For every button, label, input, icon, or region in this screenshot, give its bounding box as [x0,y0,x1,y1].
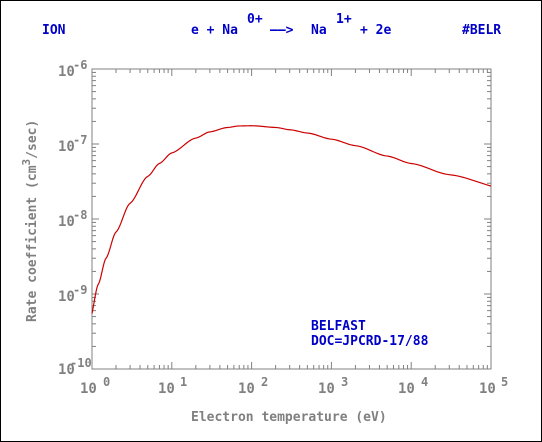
x-tick-label-1e2-base: 10 [238,381,255,397]
axis-ticks [91,68,492,370]
x-tick-label-1e2-exp: 2 [261,375,268,389]
series-line [91,125,492,314]
y-tick-label-1e-8-exp: -8 [73,208,87,222]
reaction-arrow: ——> [270,23,294,38]
y-tick-label-1e-6-exp: -6 [73,58,87,72]
y-tick-labels: 10 -6 10 -7 10 -8 10 -9 10 -10 [58,58,92,378]
y-tick-label-1e-10-exp: -10 [70,356,92,370]
header-ion-label: ION [42,23,66,38]
y-axis-title-post: /sec) [25,120,40,159]
x-tick-label-1e3-exp: 3 [341,375,348,389]
y-axis-title-pre: Rate coefficient (cm [25,165,40,322]
y-axis-title: Rate coefficient (cm3/sec) [20,120,40,322]
x-tick-label-1e4-base: 10 [398,381,415,397]
y-tick-label-1e-7-exp: -7 [73,133,87,147]
x-tick-labels: 10 0 10 1 10 2 10 3 10 4 10 5 [80,375,508,397]
reaction-equation: e + Na 0+ ——> Na 1+ + 2e [191,12,391,38]
y-tick-label-1e-6-base: 10 [58,64,75,80]
y-tick-label-1e-10-base: 10 [58,362,75,378]
plot-area [91,68,492,370]
y-axis-title-sup: 3 [20,159,33,166]
x-tick-label-1e4-exp: 4 [421,375,428,389]
reaction-part-1: e + Na [191,23,238,38]
reaction-part-2: Na [311,23,327,38]
x-axis-title: Electron temperature (eV) [191,410,387,425]
header-database-label: #BELR [462,23,501,38]
y-tick-label-1e-8-base: 10 [58,214,75,230]
x-tick-label-1e1-base: 10 [158,381,175,397]
x-tick-label-1e5-exp: 5 [501,375,508,389]
y-tick-label-1e-9-base: 10 [58,289,75,305]
reaction-sup-2: 1+ [336,12,352,27]
reaction-sup-1: 0+ [247,12,263,27]
x-tick-label-1e3-base: 10 [318,381,335,397]
y-tick-label-1e-7-base: 10 [58,139,75,155]
x-tick-label-1e1-exp: 1 [180,375,187,389]
x-tick-label-1e0-base: 10 [80,381,97,397]
x-tick-label-1e0-exp: 0 [103,375,110,389]
reaction-part-3: + 2e [360,23,391,38]
annotation-reference: DOC=JPCRD-17/88 [311,334,429,349]
y-tick-label-1e-9-exp: -9 [73,283,87,297]
x-tick-label-1e5-base: 10 [479,381,496,397]
annotation-source: BELFAST [311,319,366,334]
